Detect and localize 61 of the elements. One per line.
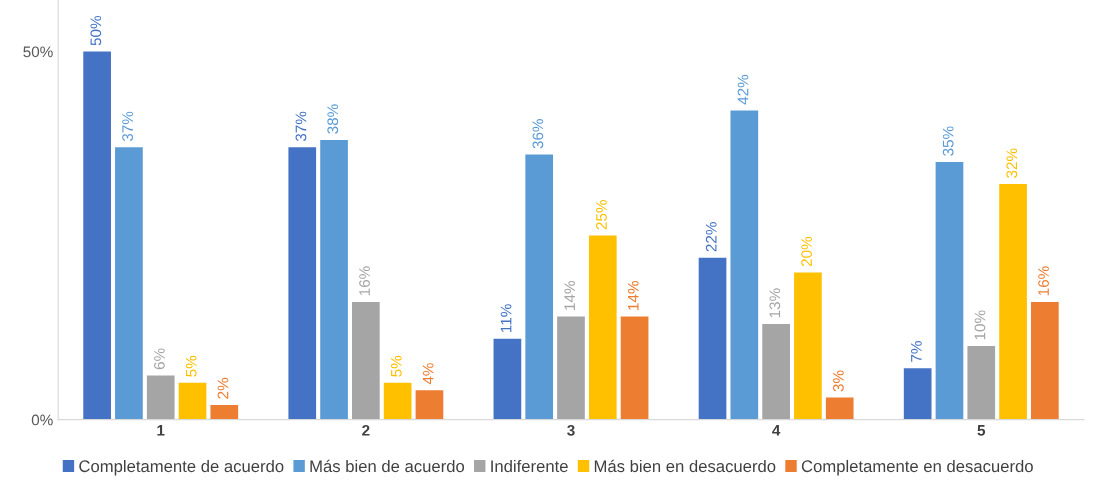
data-label: 14% — [564, 281, 576, 310]
bar — [999, 184, 1027, 420]
legend-label: Más bien de acuerdo — [310, 459, 465, 473]
x-tick-label: 3 — [567, 424, 575, 436]
data-label: 2% — [217, 377, 229, 399]
bar — [83, 51, 111, 420]
data-label: 3% — [833, 370, 844, 392]
bar — [825, 397, 854, 420]
bar — [935, 161, 964, 420]
data-label: 37% — [122, 111, 134, 142]
data-label: 37% — [295, 111, 307, 142]
data-label: 10% — [974, 310, 986, 340]
bar — [794, 272, 822, 420]
data-label: 42% — [737, 74, 749, 105]
bar — [557, 316, 585, 420]
bar — [620, 316, 649, 420]
data-label: 5% — [391, 355, 402, 377]
data-label: 13% — [769, 288, 781, 318]
bar — [146, 375, 175, 420]
bar — [588, 235, 617, 420]
data-label: 38% — [327, 104, 339, 134]
data-label: 14% — [627, 281, 639, 310]
data-label: 25% — [596, 200, 607, 230]
bar — [115, 147, 143, 420]
bar — [903, 368, 932, 420]
data-label: 32% — [1006, 148, 1018, 178]
y-tick-label: 0% — [31, 414, 53, 426]
legend-label: Completamente en desacuerdo — [801, 459, 1033, 476]
bar — [210, 404, 239, 420]
bar — [967, 346, 996, 420]
data-label: 16% — [359, 266, 370, 296]
data-label: 22% — [705, 222, 717, 252]
data-label: 7% — [911, 341, 922, 362]
legend-label: Indiferente — [491, 459, 568, 473]
bar — [730, 110, 759, 420]
legend-label: Más bien en desacuerdo — [594, 459, 776, 473]
data-label: 36% — [532, 119, 544, 149]
x-tick-label: 5 — [977, 425, 986, 436]
bar — [415, 390, 444, 420]
x-tick-label: 4 — [772, 425, 781, 436]
legend-label: Completamente de acuerdo — [79, 459, 284, 476]
data-label: 11% — [500, 304, 512, 332]
bar — [288, 147, 317, 420]
bar — [493, 338, 522, 420]
bar — [352, 301, 380, 420]
data-label: 50% — [90, 15, 102, 46]
bar — [178, 382, 207, 420]
data-label: 5% — [185, 355, 197, 377]
bar — [383, 382, 412, 420]
data-label: 4% — [422, 363, 434, 385]
data-label: 20% — [801, 236, 813, 267]
data-label: 35% — [942, 126, 954, 156]
bar — [698, 257, 727, 420]
x-tick-label: 2 — [362, 424, 370, 436]
data-label: 6% — [153, 348, 165, 370]
bar — [762, 323, 790, 420]
bar — [1031, 301, 1059, 420]
data-label: 16% — [1038, 266, 1049, 296]
bar — [525, 154, 554, 420]
bar — [320, 139, 348, 420]
x-tick-label: 1 — [157, 425, 165, 436]
